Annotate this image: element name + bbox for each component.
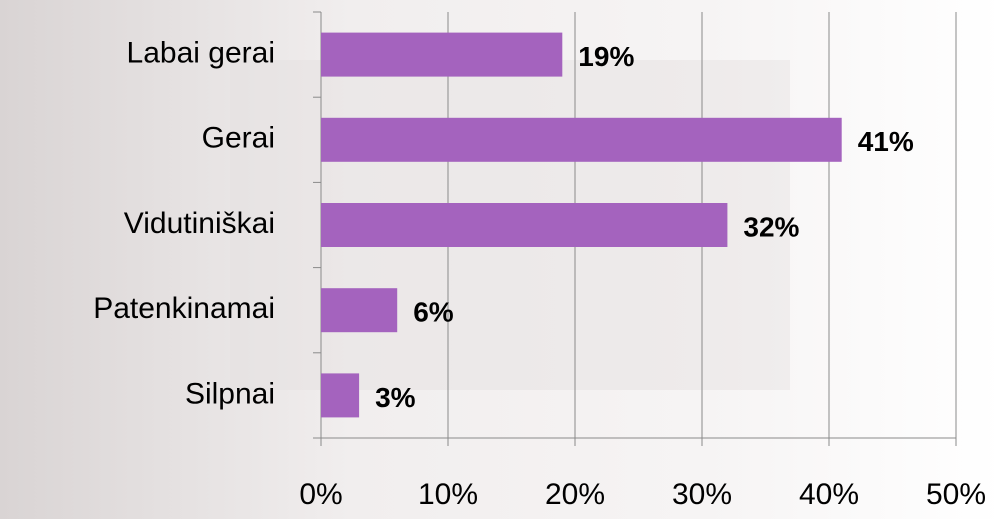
chart: 0% 10% 20% 30% 40% 50% Labai gerai 19% Gerai 41% V…: [0, 0, 1003, 519]
bar: [321, 33, 562, 77]
data-label: 32%: [743, 211, 799, 242]
bar: [321, 373, 359, 417]
bar: [321, 288, 397, 332]
category-label: Vidutiniškai: [124, 207, 275, 240]
bar: [321, 203, 727, 247]
category-label: Patenkinamai: [93, 292, 275, 325]
bar: [321, 118, 842, 162]
x-tick-label: 0%: [299, 478, 342, 511]
page: {"chart_data": {"type": "bar", "orientat…: [0, 0, 1003, 519]
data-label: 41%: [858, 126, 914, 157]
x-tick-label: 10%: [418, 478, 478, 511]
category-label: Silpnai: [185, 377, 275, 410]
x-tick-label: 20%: [545, 478, 605, 511]
data-label: 3%: [375, 382, 416, 413]
data-label: 6%: [413, 297, 454, 328]
category-label: Gerai: [202, 122, 275, 155]
x-tick-label: 50%: [926, 478, 986, 511]
category-label: Labai gerai: [127, 37, 275, 70]
data-label: 19%: [578, 41, 634, 72]
x-tick-label: 40%: [799, 478, 859, 511]
x-tick-label: 30%: [672, 478, 732, 511]
